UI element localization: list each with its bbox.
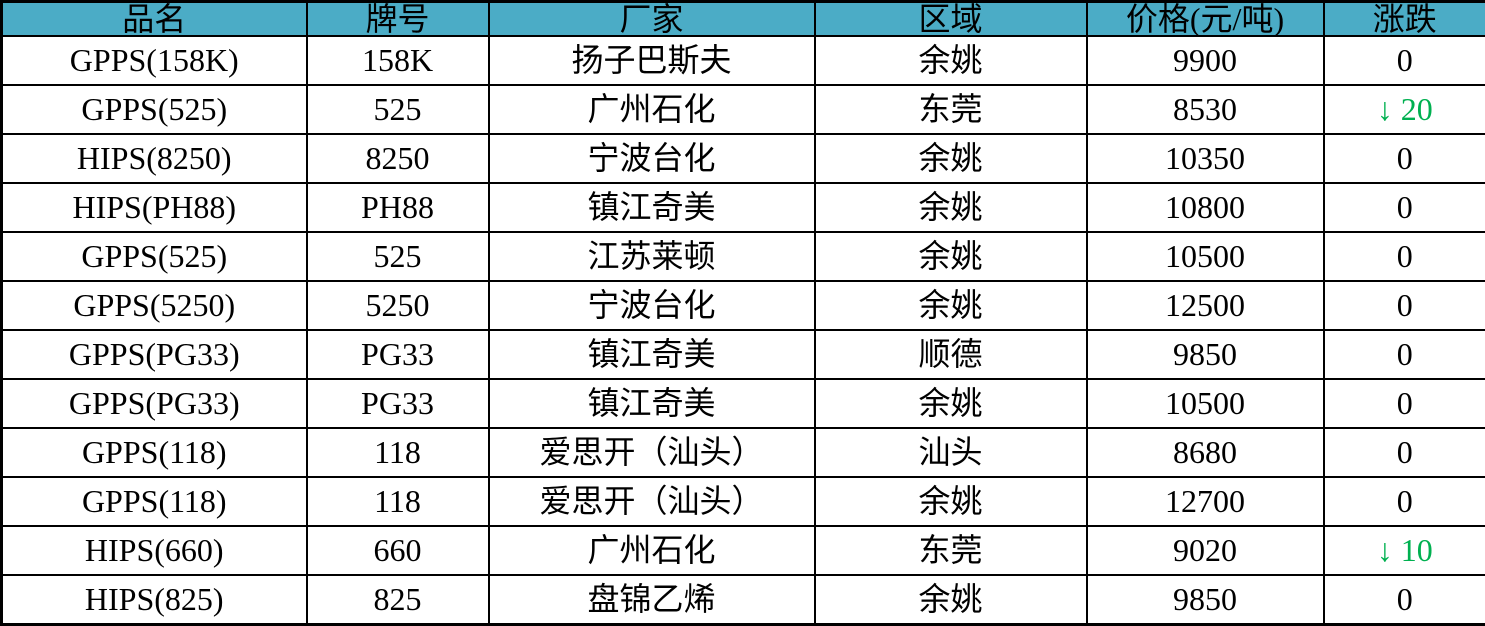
- cell-change: 0: [1322, 279, 1485, 331]
- cell-grade: 525: [305, 230, 490, 282]
- column-header-region: 区域: [813, 0, 1088, 37]
- cell-name: HIPS(660): [0, 524, 308, 576]
- cell-region: 东莞: [813, 524, 1088, 576]
- column-header-change: 涨跌: [1322, 0, 1485, 37]
- cell-change: 0: [1322, 475, 1485, 527]
- cell-grade: 8250: [305, 132, 490, 184]
- cell-price: 8680: [1085, 426, 1325, 478]
- cell-grade: PH88: [305, 181, 490, 233]
- cell-price: 12500: [1085, 279, 1325, 331]
- cell-region: 余姚: [813, 279, 1088, 331]
- cell-grade: 825: [305, 573, 490, 626]
- cell-price: 8530: [1085, 83, 1325, 135]
- table-row: GPPS(118) 118 爱思开（汕头） 汕头 8680 0: [0, 426, 1485, 478]
- cell-region: 余姚: [813, 35, 1088, 86]
- table-row: GPPS(5250) 5250 宁波台化 余姚 12500 0: [0, 279, 1485, 331]
- cell-maker: 爱思开（汕头）: [487, 475, 816, 527]
- cell-price: 9020: [1085, 524, 1325, 576]
- table-row: GPPS(PG33) PG33 镇江奇美 顺德 9850 0: [0, 328, 1485, 380]
- cell-name: HIPS(825): [0, 573, 308, 626]
- cell-maker: 扬子巴斯夫: [487, 35, 816, 86]
- cell-price: 9900: [1085, 35, 1325, 86]
- cell-name: GPPS(525): [0, 83, 308, 135]
- table-row: HIPS(660) 660 广州石化 东莞 9020 ↓ 10: [0, 524, 1485, 576]
- cell-price: 12700: [1085, 475, 1325, 527]
- cell-name: HIPS(8250): [0, 132, 308, 184]
- cell-change: 0: [1322, 377, 1485, 429]
- cell-maker: 宁波台化: [487, 279, 816, 331]
- table-row: GPPS(PG33) PG33 镇江奇美 余姚 10500 0: [0, 377, 1485, 429]
- cell-price: 10350: [1085, 132, 1325, 184]
- cell-maker: 爱思开（汕头）: [487, 426, 816, 478]
- cell-grade: 660: [305, 524, 490, 576]
- cell-name: GPPS(525): [0, 230, 308, 282]
- cell-maker: 镇江奇美: [487, 181, 816, 233]
- cell-grade: 118: [305, 426, 490, 478]
- cell-name: GPPS(PG33): [0, 328, 308, 380]
- table-row: GPPS(118) 118 爱思开（汕头） 余姚 12700 0: [0, 475, 1485, 527]
- cell-change: 0: [1322, 230, 1485, 282]
- cell-maker: 镇江奇美: [487, 377, 816, 429]
- cell-maker: 广州石化: [487, 83, 816, 135]
- cell-grade: 118: [305, 475, 490, 527]
- cell-name: GPPS(158K): [0, 35, 308, 86]
- cell-maker: 广州石化: [487, 524, 816, 576]
- cell-region: 顺德: [813, 328, 1088, 380]
- cell-region: 余姚: [813, 230, 1088, 282]
- cell-grade: 525: [305, 83, 490, 135]
- cell-region: 余姚: [813, 475, 1088, 527]
- cell-region: 余姚: [813, 573, 1088, 626]
- header-row: 品名 牌号 厂家 区域 价格(元/吨) 涨跌: [0, 0, 1485, 37]
- cell-maker: 江苏莱顿: [487, 230, 816, 282]
- cell-price: 10500: [1085, 230, 1325, 282]
- column-header-product-name: 品名: [0, 0, 308, 37]
- table-row: GPPS(525) 525 广州石化 东莞 8530 ↓ 20: [0, 83, 1485, 135]
- cell-maker: 镇江奇美: [487, 328, 816, 380]
- cell-change: ↓ 20: [1322, 83, 1485, 135]
- column-header-manufacturer: 厂家: [487, 0, 816, 37]
- cell-name: HIPS(PH88): [0, 181, 308, 233]
- cell-region: 余姚: [813, 132, 1088, 184]
- cell-region: 东莞: [813, 83, 1088, 135]
- table-row: GPPS(158K) 158K 扬子巴斯夫 余姚 9900 0: [0, 35, 1485, 86]
- table-row: HIPS(8250) 8250 宁波台化 余姚 10350 0: [0, 132, 1485, 184]
- table-row: HIPS(825) 825 盘锦乙烯 余姚 9850 0: [0, 573, 1485, 626]
- cell-region: 余姚: [813, 181, 1088, 233]
- cell-region: 汕头: [813, 426, 1088, 478]
- cell-name: GPPS(PG33): [0, 377, 308, 429]
- cell-change: 0: [1322, 328, 1485, 380]
- cell-maker: 盘锦乙烯: [487, 573, 816, 626]
- cell-price: 9850: [1085, 573, 1325, 626]
- cell-change: 0: [1322, 426, 1485, 478]
- cell-change: ↓ 10: [1322, 524, 1485, 576]
- cell-change: 0: [1322, 132, 1485, 184]
- cell-price: 10800: [1085, 181, 1325, 233]
- cell-region: 余姚: [813, 377, 1088, 429]
- table-row: HIPS(PH88) PH88 镇江奇美 余姚 10800 0: [0, 181, 1485, 233]
- cell-grade: 5250: [305, 279, 490, 331]
- cell-grade: PG33: [305, 377, 490, 429]
- cell-maker: 宁波台化: [487, 132, 816, 184]
- cell-name: GPPS(118): [0, 426, 308, 478]
- cell-change: 0: [1322, 573, 1485, 626]
- cell-price: 10500: [1085, 377, 1325, 429]
- column-header-price: 价格(元/吨): [1085, 0, 1325, 37]
- cell-change: 0: [1322, 35, 1485, 86]
- cell-name: GPPS(5250): [0, 279, 308, 331]
- column-header-grade: 牌号: [305, 0, 490, 37]
- cell-grade: PG33: [305, 328, 490, 380]
- cell-change: 0: [1322, 181, 1485, 233]
- cell-name: GPPS(118): [0, 475, 308, 527]
- table-body: GPPS(158K) 158K 扬子巴斯夫 余姚 9900 0 GPPS(525) 525 广州…: [0, 35, 1485, 626]
- cell-grade: 158K: [305, 35, 490, 86]
- cell-price: 9850: [1085, 328, 1325, 380]
- table-row: GPPS(525) 525 江苏莱顿 余姚 10500 0: [0, 230, 1485, 282]
